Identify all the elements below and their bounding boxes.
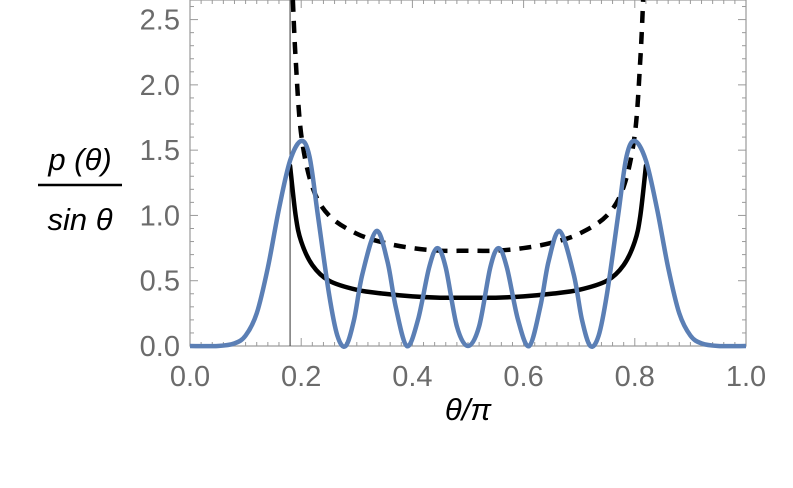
series-layer [190, 0, 746, 349]
series-line-blue-oscillating-curve [190, 138, 746, 349]
x-tick-label: 0.2 [281, 361, 321, 393]
x-tick-label: 0.6 [503, 361, 543, 393]
x-tick-label: 0.8 [615, 361, 655, 393]
y-axis-label-denominator: sin θ [47, 202, 112, 237]
series-line-dashed-curve [290, 0, 646, 254]
y-tick-label: 0.0 [140, 331, 180, 363]
x-tick-labels: 0.0 0.2 0.4 0.6 0.8 1.0 [170, 361, 766, 393]
x-tick-label: 1.0 [726, 361, 766, 393]
x-axis-label: θ/π [445, 392, 492, 427]
x-tick-label: 0.0 [170, 361, 210, 393]
y-axis-label-numerator: p (θ) [47, 142, 111, 177]
y-tick-labels: 0.0 0.5 1.0 1.5 2.0 2.5 [140, 5, 180, 363]
y-tick-label: 0.5 [140, 266, 180, 298]
series-line-solid-curve [287, 163, 649, 301]
axis-ticks [189, 0, 747, 347]
y-tick-label: 1.5 [140, 135, 180, 167]
y-tick-label: 2.0 [140, 70, 180, 102]
y-tick-label: 2.5 [140, 5, 180, 37]
x-tick-label: 0.4 [392, 361, 432, 393]
plot-frame [189, 0, 747, 347]
y-tick-label: 1.0 [140, 200, 180, 232]
